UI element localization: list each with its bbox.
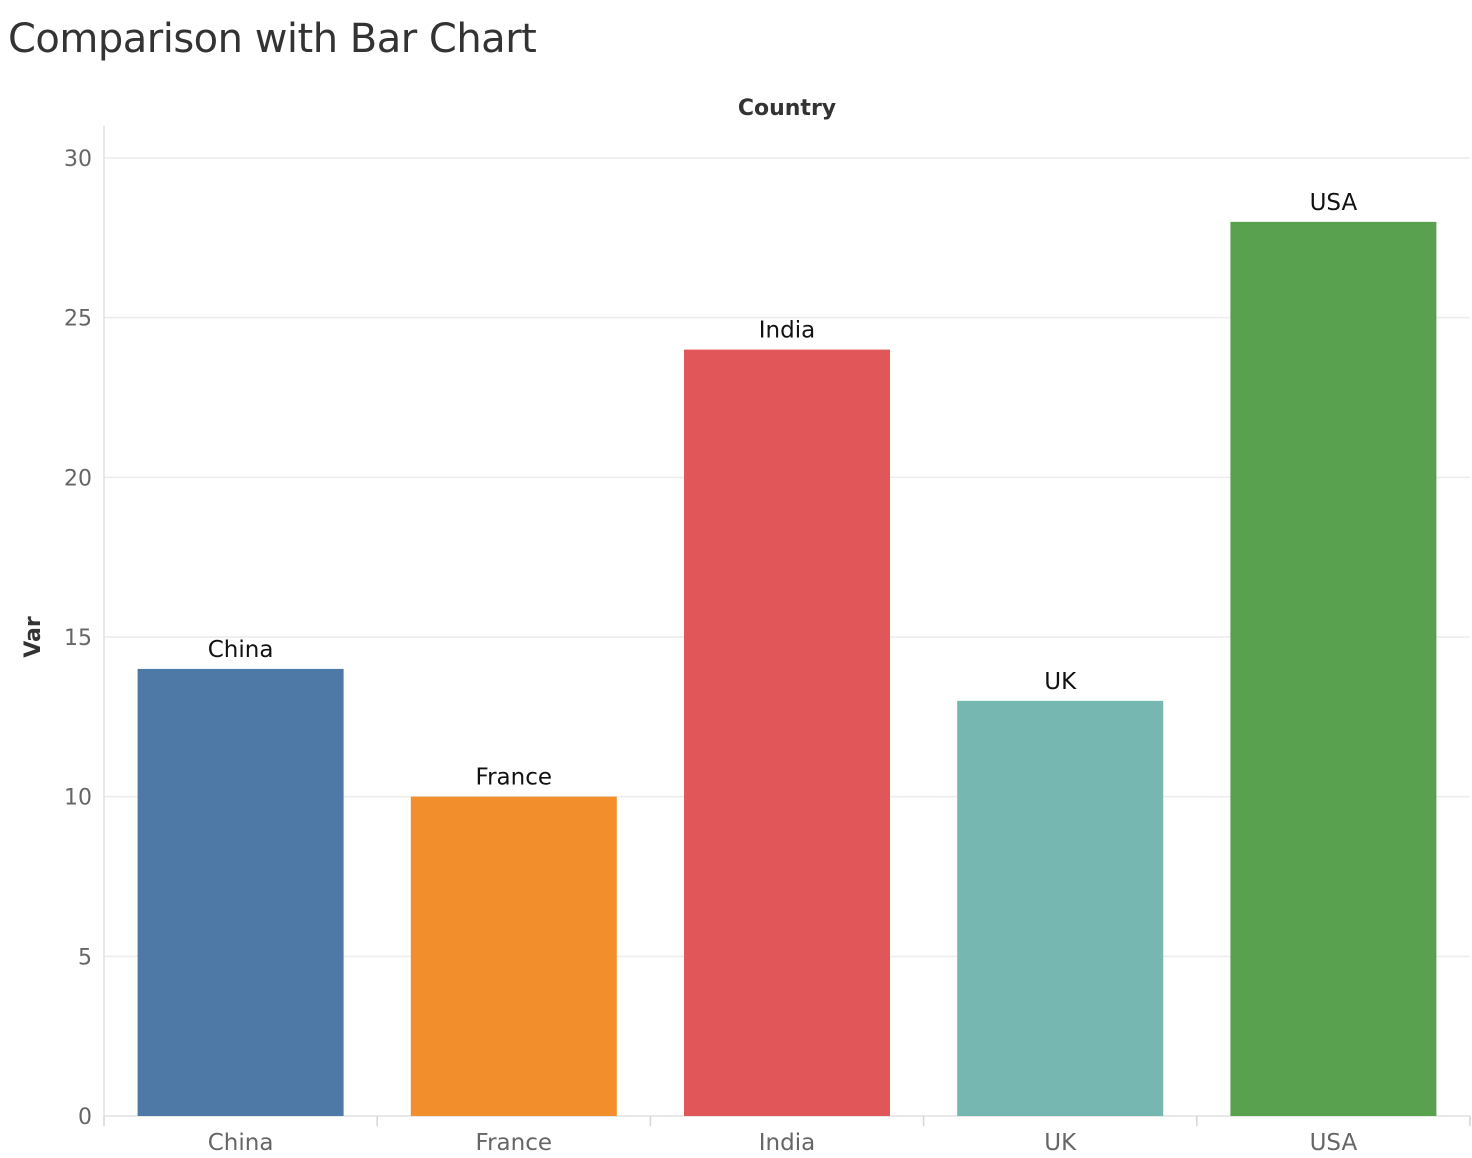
- page-title: Comparison with Bar Chart: [8, 16, 537, 62]
- x-tick-label: USA: [1310, 1130, 1358, 1156]
- x-tick-label: France: [476, 1130, 552, 1156]
- y-tick-label: 15: [64, 626, 92, 651]
- bar-india[interactable]: [684, 349, 890, 1117]
- y-tick-label: 10: [64, 786, 92, 811]
- y-tick-label: 5: [78, 945, 92, 970]
- y-tick-label: 0: [78, 1105, 92, 1130]
- bar-uk[interactable]: [957, 700, 1164, 1116]
- y-tick-label: 20: [64, 466, 92, 491]
- x-tick-label: India: [759, 1130, 815, 1156]
- bar-china[interactable]: [137, 668, 344, 1116]
- data-label: UK: [1044, 669, 1077, 695]
- labels: 0 5 10 15 20 25 30 China China France France India I…: [64, 147, 1357, 1156]
- data-label: China: [208, 637, 274, 663]
- y-tick-label: 30: [64, 147, 92, 172]
- bar-usa[interactable]: [1230, 221, 1437, 1116]
- data-label: France: [476, 765, 552, 791]
- x-axis-header: Country: [738, 96, 836, 121]
- bars: [137, 221, 1437, 1117]
- y-tick-label: 25: [64, 307, 92, 332]
- bar-france[interactable]: [410, 796, 617, 1116]
- y-axis-title: Var: [21, 616, 46, 658]
- data-label: India: [759, 318, 815, 344]
- x-tick-label: UK: [1044, 1130, 1077, 1156]
- x-tick-label: China: [208, 1130, 274, 1156]
- data-label: USA: [1310, 190, 1358, 216]
